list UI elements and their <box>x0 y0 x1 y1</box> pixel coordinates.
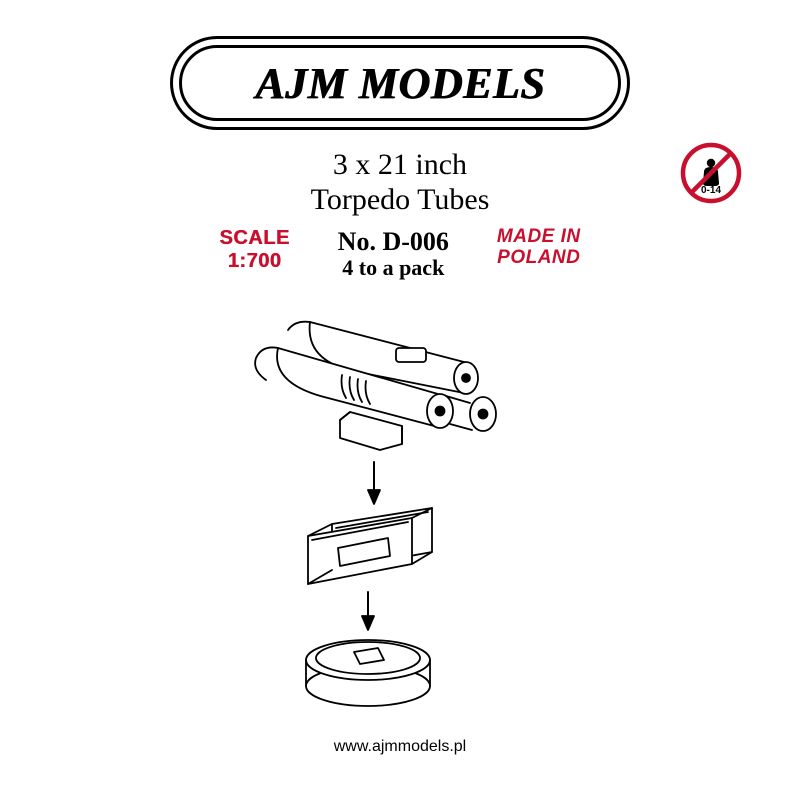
assembly-diagram <box>0 290 800 720</box>
scale-text: SCALE <box>219 227 289 250</box>
torpedo-tubes-icon <box>255 322 496 450</box>
scale-label: SCALE 1:700 <box>219 227 289 273</box>
made-in-text: MADE IN <box>497 227 581 248</box>
scale-value: 1:700 <box>219 250 289 273</box>
product-number-block: No. D-006 4 to a pack <box>338 227 449 281</box>
age-warning-icon: 0-14 <box>680 142 742 204</box>
title-line-2: Torpedo Tubes <box>311 183 490 218</box>
svg-text:0-14: 0-14 <box>701 185 721 196</box>
product-title: 3 x 21 inch Torpedo Tubes <box>311 148 490 217</box>
assembly-arrow-icon <box>368 462 380 504</box>
country-text: POLAND <box>497 248 581 269</box>
origin-label: MADE IN POLAND <box>497 227 581 269</box>
base-pedestal-icon <box>306 640 430 706</box>
assembly-arrow-icon <box>362 592 374 630</box>
cradle-frame-icon <box>308 508 432 584</box>
title-line-1: 3 x 21 inch <box>311 148 490 183</box>
product-number: No. D-006 <box>338 227 449 257</box>
brand-name: AJM MODELS <box>255 58 545 109</box>
website-url: www.ajmmodels.pl <box>0 738 800 756</box>
pack-quantity: 4 to a pack <box>338 255 449 281</box>
brand-logo: AJM MODELS <box>48 36 752 130</box>
